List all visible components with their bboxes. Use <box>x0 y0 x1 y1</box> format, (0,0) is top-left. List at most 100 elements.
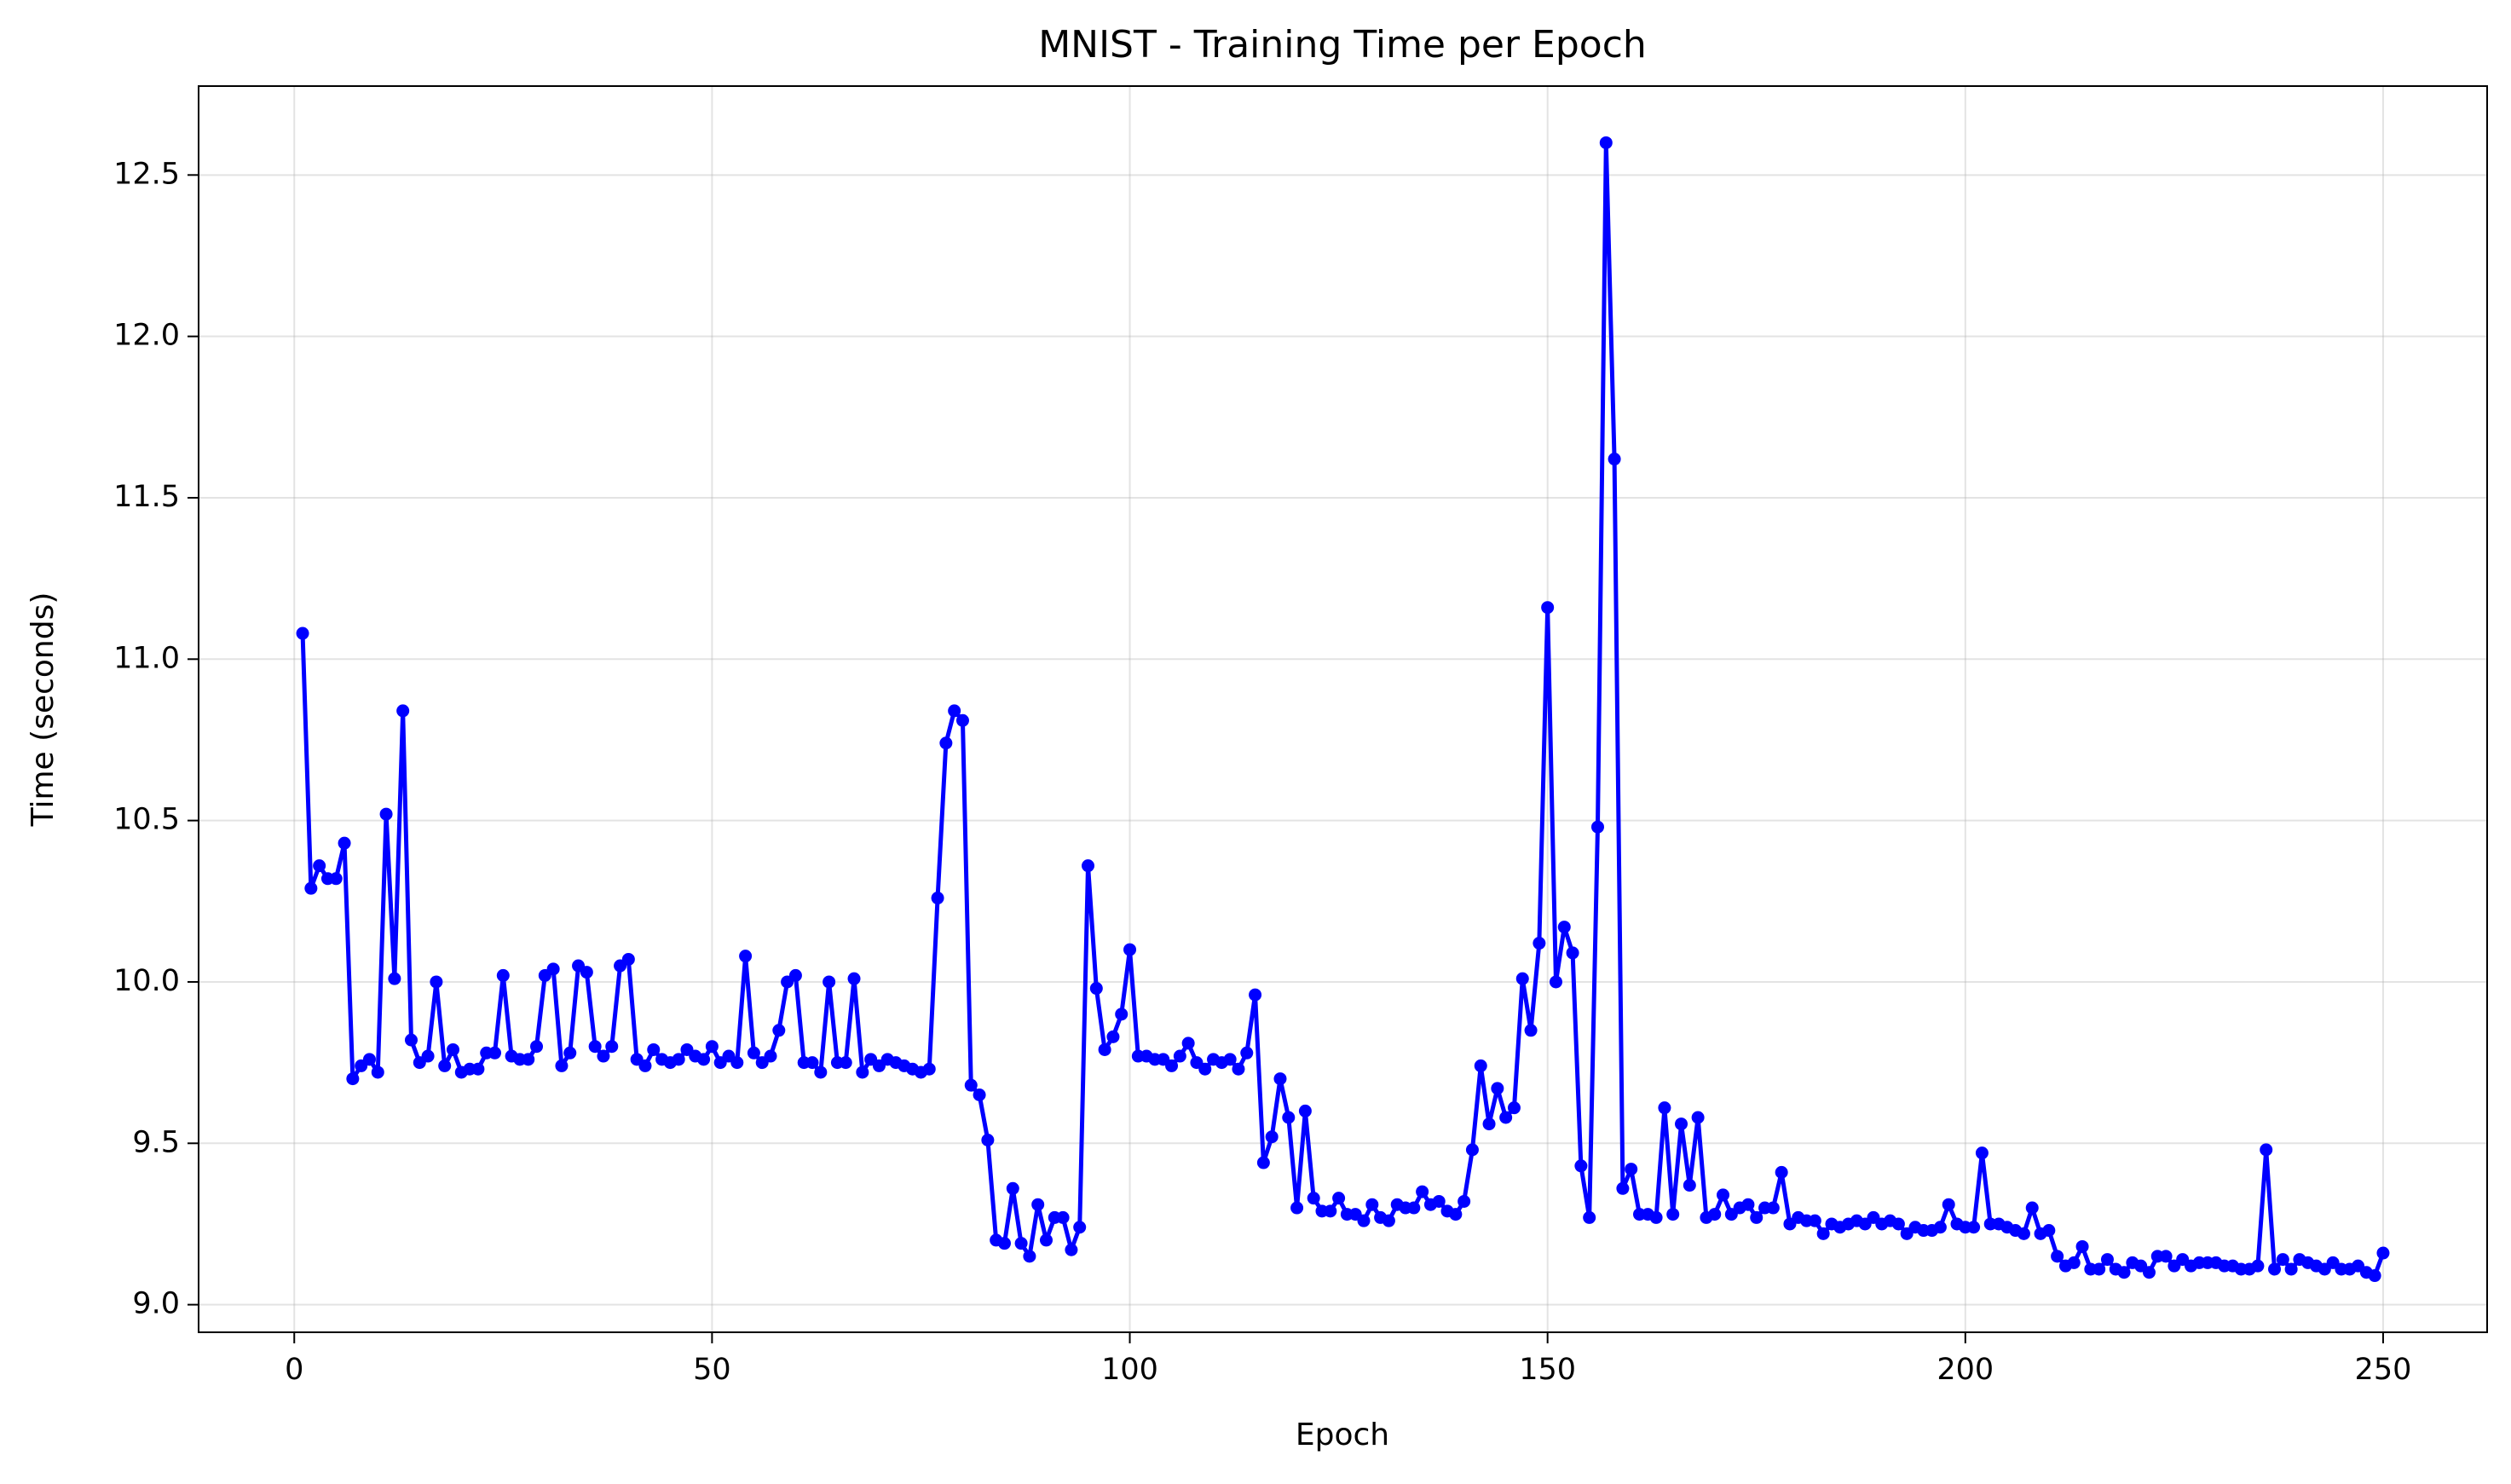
data-point <box>1717 1188 1730 1202</box>
data-point <box>973 1088 986 1101</box>
data-point <box>388 972 401 985</box>
data-point <box>1056 1210 1070 1224</box>
data-point <box>605 1040 619 1054</box>
data-point <box>772 1024 786 1037</box>
data-point <box>1474 1059 1487 1072</box>
data-point <box>1574 1159 1588 1173</box>
data-point <box>2276 1253 2289 1267</box>
data-point <box>1808 1214 1821 1227</box>
data-point <box>438 1059 452 1072</box>
data-point <box>647 1042 661 1056</box>
data-point <box>1324 1204 1337 1218</box>
data-point <box>1499 1111 1513 1124</box>
data-point <box>1039 1233 1053 1247</box>
data-point <box>672 1053 685 1066</box>
data-point <box>805 1056 819 1070</box>
data-point <box>530 1040 544 1054</box>
data-point <box>1583 1210 1596 1224</box>
data-point <box>1549 975 1562 989</box>
data-point <box>496 968 510 982</box>
data-point <box>2251 1259 2265 1273</box>
data-point <box>1666 1208 1680 1221</box>
data-point <box>1407 1201 1421 1215</box>
x-tick-label: 150 <box>1519 1353 1576 1387</box>
data-point <box>814 1065 828 1079</box>
data-point <box>1515 972 1529 985</box>
x-tick-label: 100 <box>1101 1353 1158 1387</box>
data-point <box>730 1056 744 1070</box>
data-point <box>1098 1042 1111 1056</box>
data-point <box>522 1053 535 1066</box>
data-point <box>1625 1163 1638 1176</box>
data-point <box>421 1049 435 1063</box>
data-point <box>555 1059 569 1072</box>
data-point <box>2159 1250 2173 1263</box>
data-point <box>1766 1201 1780 1215</box>
y-tick-label: 10.0 <box>113 964 180 998</box>
data-point <box>1307 1192 1320 1205</box>
data-point <box>1507 1101 1521 1115</box>
data-point <box>446 1042 459 1056</box>
data-point <box>580 966 593 979</box>
data-point <box>296 627 309 640</box>
y-tick-label: 11.0 <box>113 641 180 675</box>
data-point <box>1608 453 1621 466</box>
x-tick-label: 250 <box>2355 1353 2412 1387</box>
data-point <box>839 1056 852 1070</box>
data-point <box>1181 1036 1195 1050</box>
data-point <box>2092 1262 2106 1276</box>
data-point <box>2368 1269 2381 1283</box>
data-point <box>430 975 443 989</box>
data-point <box>1557 921 1571 934</box>
data-point <box>1282 1111 1296 1124</box>
data-point <box>1240 1046 1254 1060</box>
data-point <box>2042 1224 2056 1238</box>
data-point <box>1065 1243 1078 1256</box>
y-tick-label: 9.5 <box>132 1125 180 1159</box>
data-point <box>1106 1030 1120 1043</box>
data-point <box>1006 1181 1019 1195</box>
data-point <box>362 1053 376 1066</box>
data-point <box>1265 1130 1279 1144</box>
data-point <box>471 1062 485 1076</box>
data-point <box>1290 1201 1304 1215</box>
y-axis-label: Time (seconds) <box>26 592 61 828</box>
data-point <box>1031 1198 1045 1211</box>
data-point <box>1967 1221 1981 1234</box>
data-point <box>788 968 802 982</box>
data-point <box>964 1078 978 1092</box>
data-point <box>1691 1111 1705 1124</box>
data-point <box>747 1046 760 1060</box>
data-point <box>1541 601 1555 615</box>
plot-frame <box>198 85 2488 1333</box>
data-point <box>1533 937 1546 950</box>
data-point <box>621 952 635 966</box>
data-point <box>1023 1250 1036 1263</box>
data-point <box>1590 820 1604 834</box>
data-point <box>1616 1181 1630 1195</box>
data-point <box>379 807 393 821</box>
data-point <box>588 1040 602 1054</box>
data-point <box>1750 1210 1763 1224</box>
data-point <box>2142 1266 2156 1279</box>
x-tick-label: 0 <box>285 1353 303 1387</box>
data-point <box>2025 1201 2039 1215</box>
data-point <box>955 713 969 727</box>
data-point <box>1357 1214 1371 1227</box>
data-point <box>847 972 861 985</box>
data-point <box>488 1046 502 1060</box>
data-point <box>1198 1062 1212 1076</box>
data-point <box>1273 1072 1287 1086</box>
data-point <box>1566 946 1579 960</box>
data-point <box>2067 1256 2081 1269</box>
data-point <box>329 872 343 886</box>
data-point <box>2117 1266 2131 1279</box>
data-point <box>981 1134 995 1147</box>
data-point <box>1449 1208 1463 1221</box>
data-point <box>597 1049 610 1063</box>
data-point <box>856 1065 869 1079</box>
data-point <box>1775 1165 1788 1179</box>
data-point <box>931 892 944 905</box>
data-point <box>1741 1198 1755 1211</box>
data-point <box>1082 859 1095 873</box>
